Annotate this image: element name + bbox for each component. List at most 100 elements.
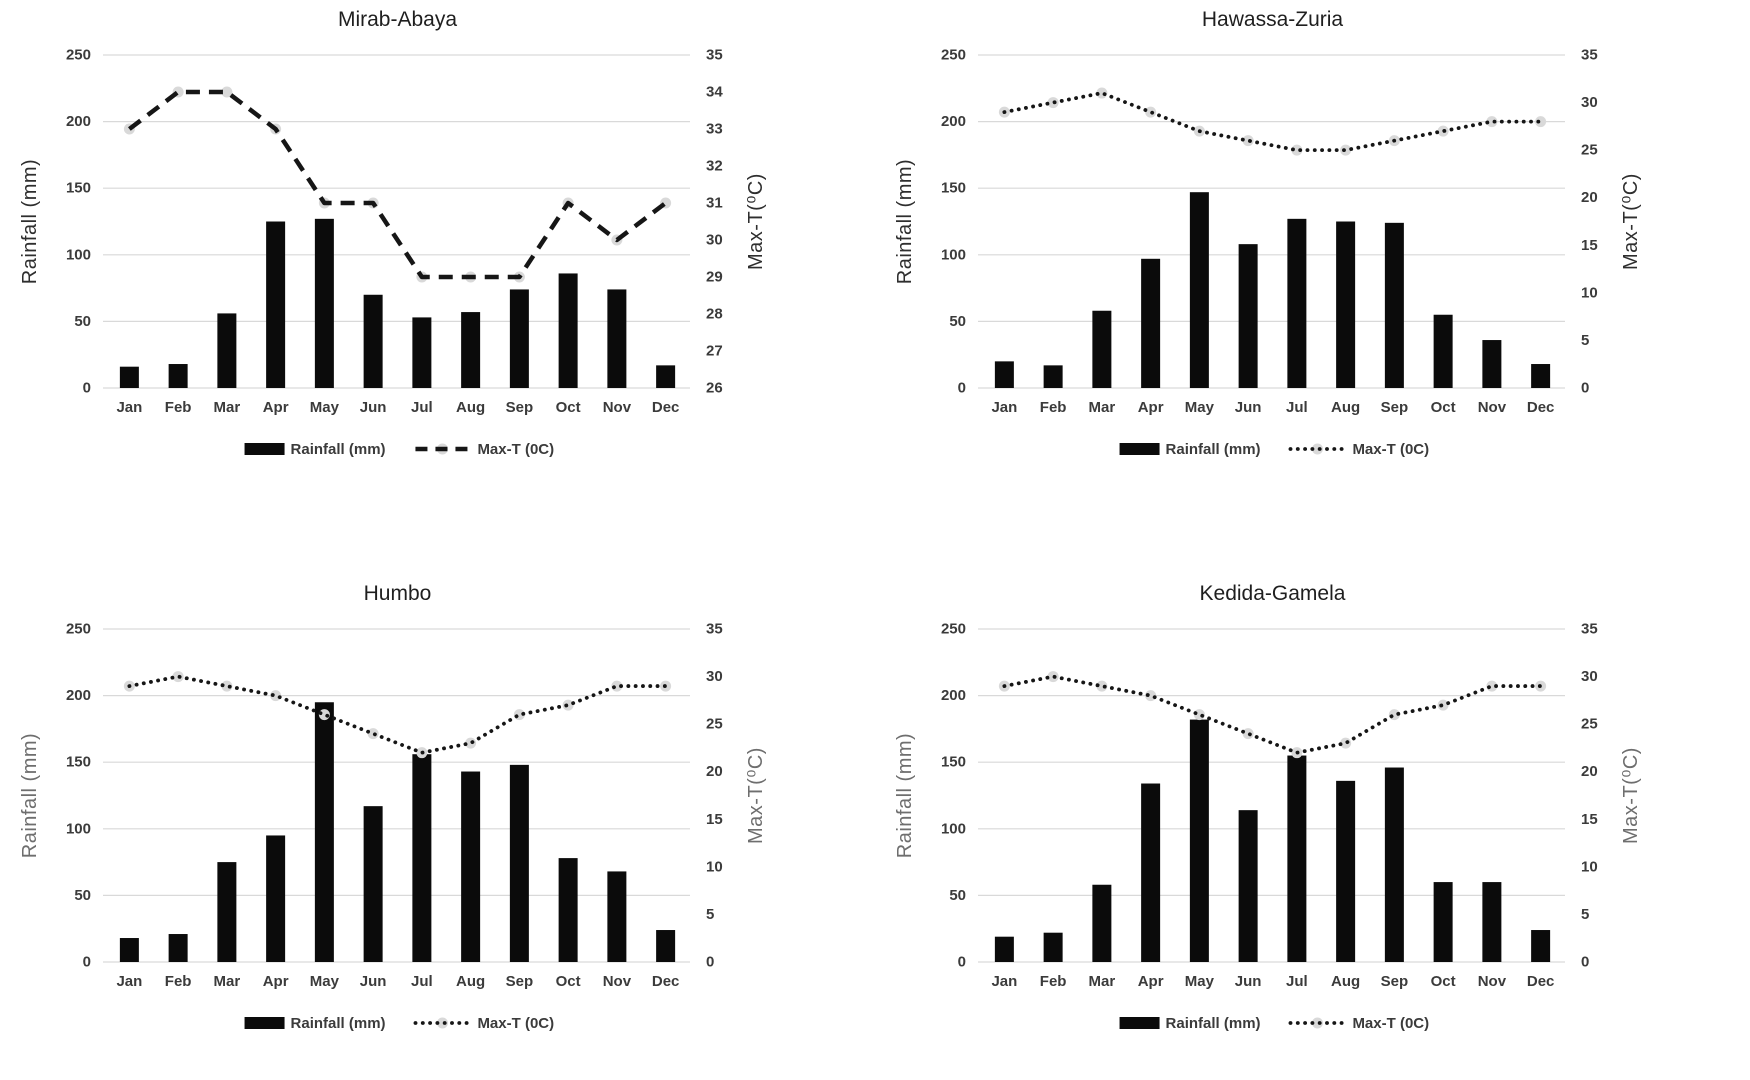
right-axis-tick: 30 [706,668,723,685]
legend-rainfall-swatch [1119,1017,1160,1029]
bar-aug [461,771,481,962]
marker-aug [1340,737,1352,749]
right-axis-tick: 15 [1581,811,1598,828]
bar-mar [217,862,237,962]
legend-maxt-label: Max-T (0C) [1352,1015,1429,1032]
left-axis-tick: 150 [66,180,91,197]
right-axis-tick: 27 [706,343,723,360]
legend: Rainfall (mm) Max-T (0C) [244,1015,554,1032]
right-axis-tick: 30 [1581,94,1598,111]
right-axis-tick: 26 [706,380,723,397]
x-axis-tick-dec: Dec [1527,399,1555,416]
chart-title: Humbo [364,582,432,605]
x-axis-tick-jun: Jun [360,973,387,990]
left-axis-label: Rainfall (mm) [894,159,916,284]
hawassa-zuria-canvas: Hawassa-Zuria 0 50 100 150 200 250 0 5 10 15 20 25 30… [894,8,1642,458]
bar-jan [994,936,1014,962]
left-axis-tick: 200 [941,113,966,130]
max-t-line [128,89,667,280]
x-axis-tick-mar: Mar [1089,973,1116,990]
right-axis-tick: 29 [706,269,723,286]
bar-mar [1092,884,1112,962]
bar-jul [1287,218,1307,388]
left-axis-tick: 250 [66,621,91,638]
x-axis-tick-mar: Mar [214,399,241,416]
right-axis-tick: 10 [706,858,723,875]
legend-maxt-marker [436,1017,448,1029]
bar-jul [412,317,432,388]
bar-aug [1336,221,1356,388]
bar-jul [1287,755,1307,962]
x-axis-tick-oct: Oct [556,973,581,990]
bar-apr [1141,258,1161,388]
marker-jul [1291,144,1303,156]
bar-sep [509,289,529,388]
max-t-line [127,674,668,755]
x-axis-tick-sep: Sep [1381,399,1409,416]
marker-dec [1535,116,1547,128]
x-axis-tick-jul: Jul [411,399,433,416]
bar-may [1189,192,1209,388]
left-axis-tick: 250 [941,621,966,638]
x-axis-tick-oct: Oct [1431,399,1456,416]
bar-jan [119,938,139,962]
x-axis-tick-jan: Jan [991,973,1017,990]
x-axis-tick-may: May [310,973,340,990]
bar-jan [994,361,1014,388]
marker-nov [1486,116,1498,128]
x-axis-tick-may: May [1185,973,1215,990]
bar-sep [509,764,529,962]
x-axis-tick-jun: Jun [1235,973,1262,990]
legend-maxt-label: Max-T (0C) [1352,441,1429,458]
right-axis-label: Max-T(⁰C) [1620,173,1642,270]
bar-apr [266,835,286,962]
bar-jan [119,366,139,388]
right-axis-tick: 35 [706,47,723,64]
right-axis-tick: 31 [706,195,723,212]
left-axis-tick: 150 [941,754,966,771]
x-axis-tick-may: May [310,399,340,416]
bar-jun [1238,810,1258,962]
legend-maxt-marker [1311,1017,1323,1029]
x-axis-tick-feb: Feb [1040,399,1067,416]
x-axis-tick-may: May [1185,399,1215,416]
bar-may [314,702,334,962]
right-axis-tick: 5 [1581,906,1589,923]
bar-mar [217,313,237,388]
x-axis-tick-oct: Oct [1431,973,1456,990]
left-axis-tick: 150 [66,754,91,771]
x-axis-tick-apr: Apr [1138,973,1164,990]
bar-apr [1141,783,1161,962]
bar-may [314,218,334,388]
right-axis-tick: 0 [1581,380,1589,397]
legend-rainfall-label: Rainfall (mm) [291,1015,386,1032]
kedida-gamela-canvas: Kedida-Gamela 0 50 100 150 200 250 0 5 10 15 20 25 30… [894,582,1642,1032]
humbo-canvas: Humbo 0 50 100 150 200 250 0 5 10 15 20 25 30 35 Rainfa… [19,582,767,1032]
right-axis-tick: 15 [1581,237,1598,254]
bar-jun [1238,244,1258,388]
right-axis-tick: 15 [706,811,723,828]
bar-feb [168,934,188,962]
left-axis-tick: 200 [941,687,966,704]
max-t-line [1002,674,1543,755]
bar-jun [363,806,383,962]
left-axis-tick: 200 [66,687,91,704]
x-axis-tick-jul: Jul [1286,399,1308,416]
marker-mar [221,86,233,98]
x-axis-tick-jul: Jul [1286,973,1308,990]
bar-nov [1482,340,1502,388]
x-axis-tick-mar: Mar [1089,399,1116,416]
bar-sep [1384,767,1404,962]
x-axis-tick-apr: Apr [1138,399,1164,416]
left-axis-tick: 50 [74,887,91,904]
x-axis-tick-nov: Nov [603,973,632,990]
x-axis-tick-sep: Sep [1381,973,1409,990]
bar-sep [1384,222,1404,388]
bar-oct [1433,882,1453,962]
bar-dec [656,365,676,388]
x-axis-tick-feb: Feb [165,399,192,416]
bar-feb [168,364,188,388]
legend-maxt-label: Max-T (0C) [477,441,554,458]
right-axis-tick: 33 [706,121,723,138]
